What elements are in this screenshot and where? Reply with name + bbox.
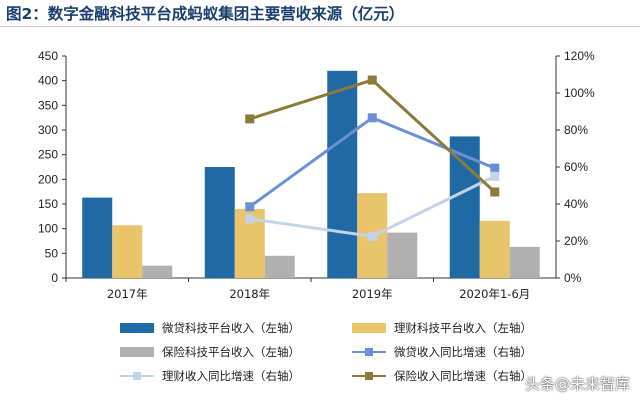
wealth-revenue-bar — [479, 220, 510, 278]
insurance-growth-point — [490, 187, 500, 197]
legend-item-insurance-growth: 保险收入同比增速（右轴） — [352, 368, 532, 384]
left-tick-label: 200 — [38, 172, 58, 186]
insurance-revenue-bar — [142, 265, 173, 278]
right-tick-label: 0% — [564, 271, 582, 285]
left-tick-label: 250 — [38, 148, 58, 162]
insurance-revenue-bar — [387, 232, 418, 278]
insurance-revenue-bar — [264, 255, 295, 278]
micro-loan-growth-point — [490, 163, 500, 173]
insurance-growth-point — [367, 75, 377, 85]
micro-loan-revenue-bar — [327, 70, 358, 278]
wealth-growth-point — [490, 171, 500, 181]
legend-swatch — [120, 347, 154, 357]
micro-loan-growth-point — [367, 113, 377, 123]
x-tick-label: 2018年 — [229, 287, 270, 301]
left-tick-label: 100 — [38, 222, 58, 236]
left-tick-label: 450 — [38, 49, 58, 63]
chart-title: 图2：数字金融科技平台成蚂蚁集团主要营收来源（亿元） — [6, 5, 405, 23]
legend-label: 理财科技平台收入（左轴） — [394, 321, 532, 335]
legend-label: 保险收入同比增速（右轴） — [394, 369, 532, 383]
wealth-growth-point — [245, 214, 255, 224]
legend-line-marker — [352, 371, 386, 381]
left-tick-label: 300 — [38, 123, 58, 137]
right-tick-label: 120% — [564, 49, 595, 63]
legend-label: 微贷收入同比增速（右轴） — [394, 345, 532, 359]
legend: 微贷科技平台收入（左轴） 理财科技平台收入（左轴） 保险科技平台收入（左轴） 微… — [0, 316, 640, 386]
legend-item-insurance-revenue: 保险科技平台收入（左轴） — [120, 344, 300, 360]
wealth-growth-point — [367, 231, 377, 241]
left-tick-label: 350 — [38, 98, 58, 112]
legend-swatch — [352, 323, 386, 333]
micro-loan-growth-point — [245, 202, 255, 212]
legend-label: 微贷科技平台收入（左轴） — [162, 321, 300, 335]
right-tick-label: 40% — [564, 197, 588, 211]
left-tick-label: 400 — [38, 74, 58, 88]
wealth-revenue-bar — [112, 225, 143, 278]
legend-item-wealth-growth: 理财收入同比增速（右轴） — [120, 368, 300, 384]
x-tick-label: 2019年 — [352, 287, 393, 301]
insurance-growth-point — [245, 114, 255, 124]
x-tick-label: 2020年1-6月 — [459, 287, 530, 301]
right-tick-label: 60% — [564, 160, 588, 174]
right-tick-label: 80% — [564, 123, 588, 137]
legend-line-marker — [352, 347, 386, 357]
left-tick-label: 0 — [51, 271, 58, 285]
legend-item-micro-loan-revenue: 微贷科技平台收入（左轴） — [120, 320, 300, 336]
legend-label: 保险科技平台收入（左轴） — [162, 345, 300, 359]
micro-loan-revenue-bar — [204, 167, 235, 278]
title-divider — [0, 26, 640, 27]
legend-line-marker — [120, 371, 154, 381]
legend-item-wealth-revenue: 理财科技平台收入（左轴） — [352, 320, 532, 336]
right-tick-label: 20% — [564, 234, 588, 248]
insurance-revenue-bar — [509, 246, 540, 278]
legend-item-micro-loan-growth: 微贷收入同比增速（右轴） — [352, 344, 532, 360]
x-tick-label: 2017年 — [107, 287, 148, 301]
micro-loan-revenue-bar — [449, 136, 480, 278]
watermark: 头条@未来智库 — [524, 375, 630, 393]
left-tick-label: 150 — [38, 197, 58, 211]
micro-loan-revenue-bar — [82, 197, 113, 278]
left-tick-label: 50 — [45, 246, 59, 260]
right-tick-label: 100% — [564, 86, 595, 100]
chart-canvas: 0 50 100 150 200 250 300 350 400 450 0% 20% 40% 60% 80… — [38, 49, 595, 301]
legend-label: 理财收入同比增速（右轴） — [162, 369, 300, 383]
legend-swatch — [120, 323, 154, 333]
